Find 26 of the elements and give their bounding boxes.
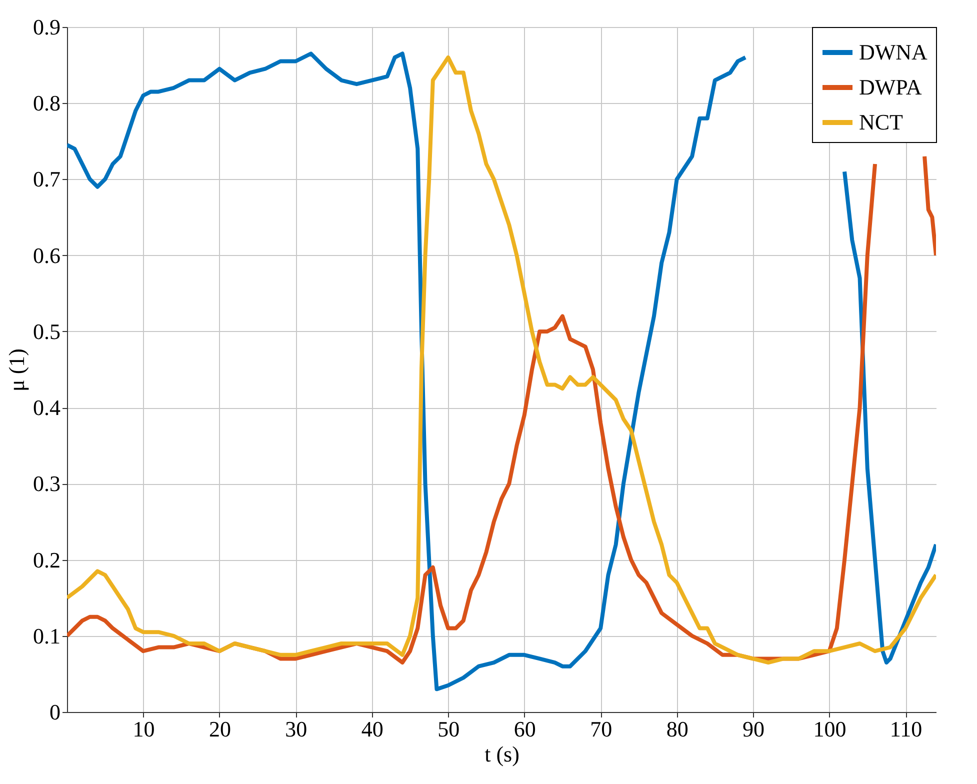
y-tick-label: 0.1 [33, 623, 60, 648]
y-tick-label: 0 [50, 700, 60, 724]
x-axis-title: t (s) [484, 742, 520, 766]
x-tick-label: 10 [132, 716, 155, 742]
x-tick-label: 50 [438, 716, 460, 742]
x-tick-label: 30 [285, 716, 308, 742]
x-tick-label: 40 [361, 716, 384, 742]
x-tick-label: 100 [813, 716, 846, 742]
y-tick-label: 0.3 [33, 471, 60, 496]
legend-label: DWPA [859, 74, 922, 100]
y-tick-label: 0.4 [33, 395, 60, 420]
x-tick-label: 110 [890, 716, 922, 742]
y-tick-label: 0.5 [33, 318, 60, 344]
legend-label: DWNA [859, 40, 928, 64]
x-tick-label: 70 [590, 716, 612, 742]
y-tick-label: 0.2 [33, 547, 60, 572]
x-tick-label: 60 [514, 716, 536, 742]
y-tick-label: 0.6 [33, 242, 60, 268]
y-tick-label: 0.7 [33, 166, 60, 192]
x-tick-label: 90 [742, 716, 765, 742]
x-tick-label: 20 [208, 716, 231, 742]
y-tick-label: 0.8 [33, 90, 60, 116]
x-tick-label: 80 [666, 716, 688, 742]
y-tick-label: 0.9 [33, 14, 60, 40]
legend-label: NCT [859, 110, 904, 134]
y-axis-title: μ (1) [4, 348, 29, 392]
